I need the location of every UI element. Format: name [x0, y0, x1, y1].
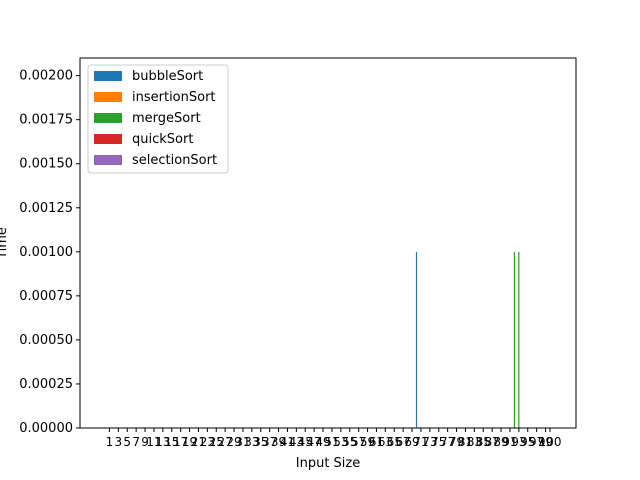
x-tick-label: 15 [164, 435, 179, 449]
x-axis-label: Input Size [296, 456, 360, 471]
x-tick-label: 91 [502, 435, 517, 449]
x-tick-label: 93 [511, 435, 526, 449]
x-tick-label: 77 [440, 435, 455, 449]
x-tick-label: 89 [493, 435, 508, 449]
x-tick-label: 57 [351, 435, 366, 449]
x-tick-label: 13 [155, 435, 170, 449]
y-tick-label: 0.00000 [19, 421, 73, 436]
x-tick-label: 29 [226, 435, 241, 449]
x-tick-label: 67 [396, 435, 411, 449]
legend-swatch-insertionSort [94, 92, 122, 102]
y-tick-label: 0.00125 [19, 201, 73, 216]
x-tick-label: 63 [378, 435, 393, 449]
x-tick-label: 41 [280, 435, 295, 449]
x-tick-label: 1 [106, 435, 114, 449]
bar-mergeSort-93 [518, 251, 520, 428]
x-tick-label: 51 [324, 435, 339, 449]
x-tick-label: 49 [315, 435, 330, 449]
x-tick-label: 100 [539, 435, 562, 449]
y-tick-label: 0.00050 [19, 333, 73, 348]
x-tick-label: 27 [218, 435, 233, 449]
x-tick-label: 53 [333, 435, 348, 449]
bars-layer [415, 251, 520, 428]
x-tick-label: 3 [115, 435, 123, 449]
x-tick-label: 81 [458, 435, 473, 449]
y-tick-label: 0.00025 [19, 377, 73, 392]
legend-label-insertionSort: insertionSort [132, 90, 216, 105]
x-tick-label: 17 [173, 435, 188, 449]
legend-label-quickSort: quickSort [132, 132, 193, 147]
y-tick-label: 0.00100 [19, 245, 73, 260]
x-tick-label: 35 [253, 435, 268, 449]
x-tick-label: 97 [529, 435, 544, 449]
bar-mergeSort-92 [513, 251, 515, 428]
y-tick-label: 0.00150 [19, 157, 73, 172]
x-tick-label: 21 [191, 435, 206, 449]
x-tick-label: 7 [132, 435, 140, 449]
x-tick-label: 37 [262, 435, 277, 449]
plot-frame [79, 57, 577, 429]
x-tick-label: 65 [387, 435, 402, 449]
legend-swatch-selectionSort [94, 155, 122, 165]
x-tick-label: 79 [449, 435, 464, 449]
x-tick-label: 55 [342, 435, 357, 449]
legend-swatch-mergeSort [94, 113, 122, 123]
x-tick-label: 45 [298, 435, 313, 449]
x-tick-label: 59 [360, 435, 375, 449]
x-tick-label: 85 [476, 435, 491, 449]
x-axis: 1 3 5 7 911131517192123252729313335373941434… [106, 428, 562, 449]
x-tick-label: 75 [431, 435, 446, 449]
x-tick-label: 19 [182, 435, 197, 449]
x-tick-label: 9 [141, 435, 149, 449]
x-tick-label: 71 [413, 435, 428, 449]
x-tick-label: 99 [538, 435, 553, 449]
y-tick-label: 0.00175 [19, 113, 73, 128]
x-tick-label: 95 [520, 435, 535, 449]
x-tick-label: 31 [235, 435, 250, 449]
bar-bubbleSort-70 [415, 251, 418, 428]
x-tick-label: 43 [289, 435, 304, 449]
legend-label-mergeSort: mergeSort [132, 111, 201, 126]
x-tick-label: 69 [404, 435, 419, 449]
y-axis-label: Time [0, 227, 10, 260]
x-tick-label: 61 [369, 435, 384, 449]
legend-swatch-bubbleSort [94, 71, 122, 81]
x-tick-label: 23 [200, 435, 215, 449]
x-tick-label: 11 [146, 435, 161, 449]
legend-label-selectionSort: selectionSort [132, 153, 217, 168]
x-tick-label: 83 [467, 435, 482, 449]
legend: bubbleSort insertionSort mergeSort quickSor… [87, 64, 229, 174]
x-tick-label: 73 [422, 435, 437, 449]
legend-label-bubbleSort: bubbleSort [132, 69, 203, 84]
x-tick-label: 39 [271, 435, 286, 449]
x-tick-label: 25 [209, 435, 224, 449]
legend-frame [87, 64, 229, 174]
x-tick-label: 47 [307, 435, 322, 449]
y-axis: 0.00000 0.00025 0.00050 0.00075 0.00100 0.001… [19, 69, 80, 436]
legend-swatch-quickSort [94, 134, 122, 144]
y-tick-label: 0.00075 [19, 289, 73, 304]
x-tick-label: 5 [123, 435, 131, 449]
y-tick-label: 0.00200 [19, 69, 73, 84]
x-tick-label: 33 [244, 435, 259, 449]
x-tick-label: 87 [485, 435, 500, 449]
